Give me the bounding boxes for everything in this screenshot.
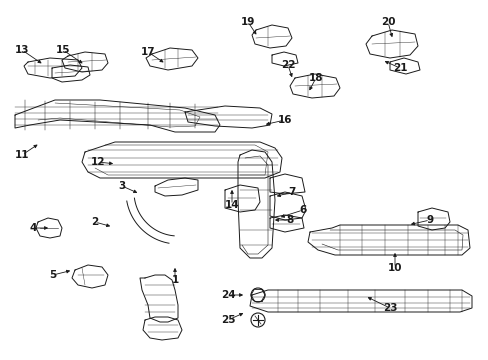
Text: 23: 23 xyxy=(382,303,396,313)
Text: 21: 21 xyxy=(392,63,407,73)
Text: 4: 4 xyxy=(29,223,37,233)
Text: 20: 20 xyxy=(380,17,394,27)
Text: 13: 13 xyxy=(15,45,29,55)
Text: 7: 7 xyxy=(288,187,295,197)
Text: 8: 8 xyxy=(286,215,293,225)
Text: 2: 2 xyxy=(91,217,99,227)
Text: 22: 22 xyxy=(280,60,295,70)
Text: 6: 6 xyxy=(299,205,306,215)
Text: 16: 16 xyxy=(277,115,292,125)
Text: 3: 3 xyxy=(118,181,125,191)
Text: 11: 11 xyxy=(15,150,29,160)
Text: 15: 15 xyxy=(56,45,70,55)
Text: 25: 25 xyxy=(220,315,235,325)
Text: 10: 10 xyxy=(387,263,402,273)
Text: 17: 17 xyxy=(141,47,155,57)
Text: 5: 5 xyxy=(49,270,57,280)
Text: 14: 14 xyxy=(224,200,239,210)
Text: 9: 9 xyxy=(426,215,433,225)
Text: 12: 12 xyxy=(91,157,105,167)
Text: 1: 1 xyxy=(171,275,178,285)
Text: 18: 18 xyxy=(308,73,323,83)
Text: 24: 24 xyxy=(220,290,235,300)
Text: 19: 19 xyxy=(240,17,255,27)
